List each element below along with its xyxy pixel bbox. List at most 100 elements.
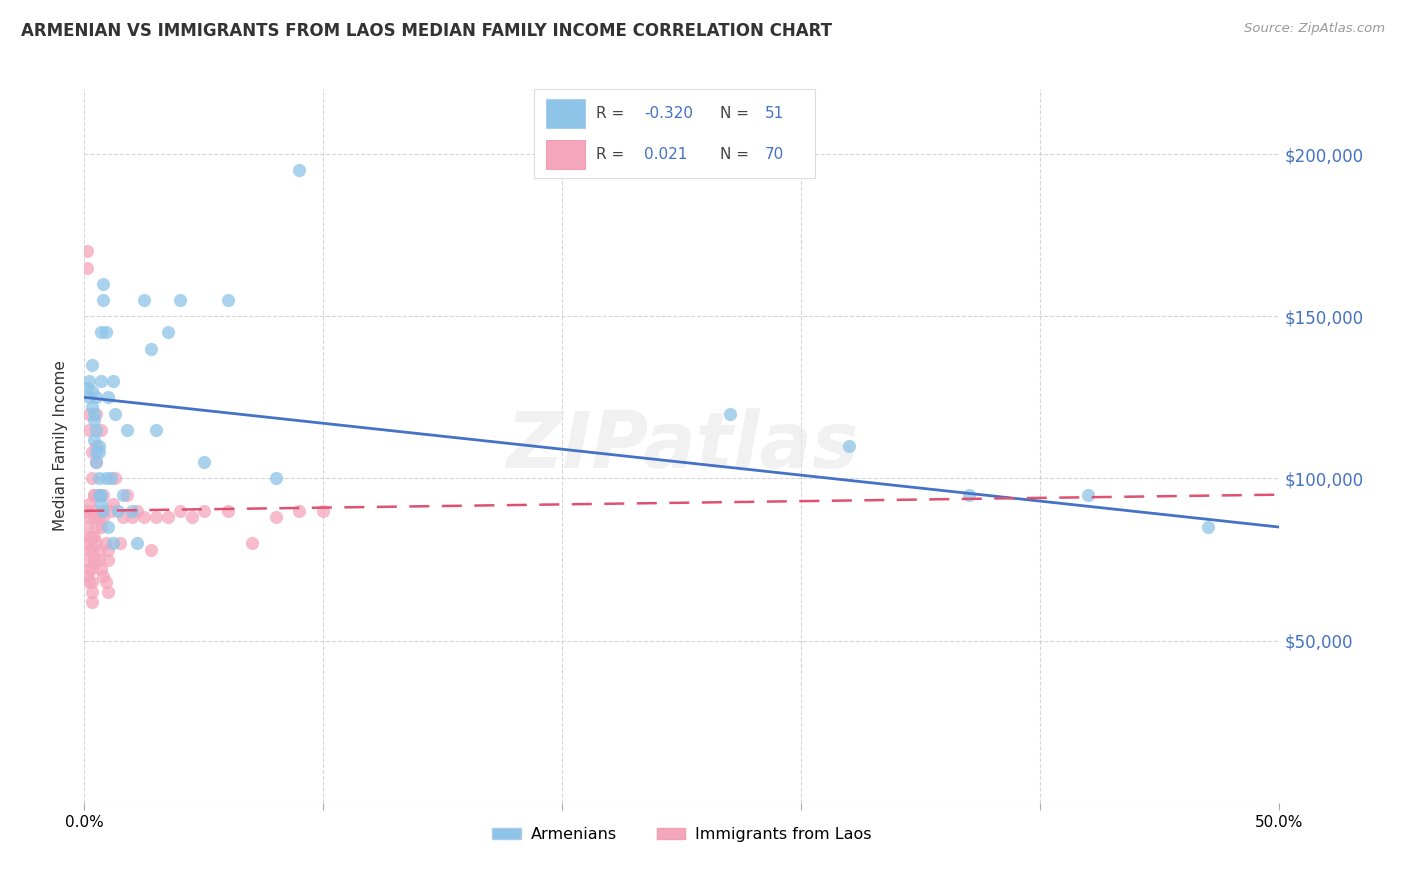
- Point: [97, 390, 120, 404]
- Bar: [546, 140, 585, 169]
- Point: [97, 520, 120, 534]
- Point: [93, 510, 115, 524]
- Point: [86, 455, 108, 469]
- Point: [86, 536, 108, 550]
- Point: [80, 562, 103, 576]
- Point: [83, 488, 105, 502]
- Point: [90, 497, 112, 511]
- Point: [838, 439, 860, 453]
- Point: [80, 575, 103, 590]
- Point: [121, 504, 143, 518]
- Point: [101, 497, 124, 511]
- Point: [83, 413, 105, 427]
- Point: [193, 455, 215, 469]
- Point: [264, 510, 287, 524]
- Point: [288, 163, 311, 178]
- Text: ARMENIAN VS IMMIGRANTS FROM LAOS MEDIAN FAMILY INCOME CORRELATION CHART: ARMENIAN VS IMMIGRANTS FROM LAOS MEDIAN …: [21, 22, 832, 40]
- Point: [93, 488, 115, 502]
- Point: [87, 542, 110, 557]
- Point: [217, 293, 239, 307]
- Point: [94, 536, 117, 550]
- Point: [80, 400, 103, 414]
- Point: [100, 504, 122, 518]
- Point: [77, 575, 100, 590]
- Point: [157, 510, 180, 524]
- Point: [87, 552, 110, 566]
- Point: [76, 520, 98, 534]
- Point: [93, 568, 115, 582]
- Text: ZIPatlas: ZIPatlas: [506, 408, 858, 484]
- Point: [77, 510, 100, 524]
- Point: [76, 244, 98, 259]
- Point: [90, 488, 112, 502]
- Bar: [546, 99, 585, 128]
- Point: [288, 504, 311, 518]
- Point: [80, 530, 103, 544]
- Point: [87, 439, 110, 453]
- Point: [104, 407, 127, 421]
- Point: [90, 520, 112, 534]
- Point: [90, 374, 112, 388]
- Point: [145, 423, 167, 437]
- Text: R =: R =: [596, 147, 630, 161]
- Point: [87, 471, 110, 485]
- Point: [718, 407, 741, 421]
- Point: [117, 488, 139, 502]
- Point: [101, 374, 124, 388]
- Text: 70: 70: [765, 147, 785, 161]
- Point: [83, 510, 105, 524]
- Point: [193, 504, 215, 518]
- Point: [94, 326, 117, 340]
- Point: [87, 488, 110, 502]
- Point: [217, 504, 239, 518]
- Point: [240, 536, 263, 550]
- Point: [110, 536, 132, 550]
- Point: [87, 510, 110, 524]
- Point: [77, 497, 100, 511]
- Text: -0.320: -0.320: [644, 106, 693, 120]
- Point: [101, 536, 124, 550]
- Point: [86, 423, 108, 437]
- Point: [169, 504, 191, 518]
- Point: [141, 542, 163, 557]
- Point: [132, 510, 156, 524]
- Point: [76, 260, 98, 275]
- Point: [97, 542, 120, 557]
- Point: [80, 542, 103, 557]
- Text: 51: 51: [765, 106, 785, 120]
- Text: N =: N =: [720, 147, 754, 161]
- Point: [97, 585, 120, 599]
- Point: [80, 585, 103, 599]
- Point: [86, 445, 108, 459]
- Point: [93, 504, 115, 518]
- Point: [145, 510, 167, 524]
- Point: [76, 552, 98, 566]
- Point: [104, 471, 127, 485]
- Point: [86, 455, 108, 469]
- Point: [86, 407, 108, 421]
- Point: [107, 504, 129, 518]
- Point: [86, 439, 108, 453]
- Point: [83, 552, 105, 566]
- Text: Source: ZipAtlas.com: Source: ZipAtlas.com: [1244, 22, 1385, 36]
- Point: [90, 423, 112, 437]
- Point: [957, 488, 980, 502]
- Point: [80, 358, 103, 372]
- Point: [1077, 488, 1099, 502]
- Point: [77, 407, 100, 421]
- Point: [77, 374, 100, 388]
- Point: [83, 407, 105, 421]
- Point: [76, 536, 98, 550]
- Point: [94, 471, 117, 485]
- Point: [94, 575, 117, 590]
- Point: [93, 277, 115, 291]
- Point: [80, 445, 103, 459]
- Point: [76, 568, 98, 582]
- Point: [157, 326, 180, 340]
- Point: [77, 542, 100, 557]
- Point: [312, 504, 335, 518]
- Point: [125, 504, 148, 518]
- Point: [111, 510, 134, 524]
- Point: [80, 595, 103, 609]
- Point: [76, 504, 98, 518]
